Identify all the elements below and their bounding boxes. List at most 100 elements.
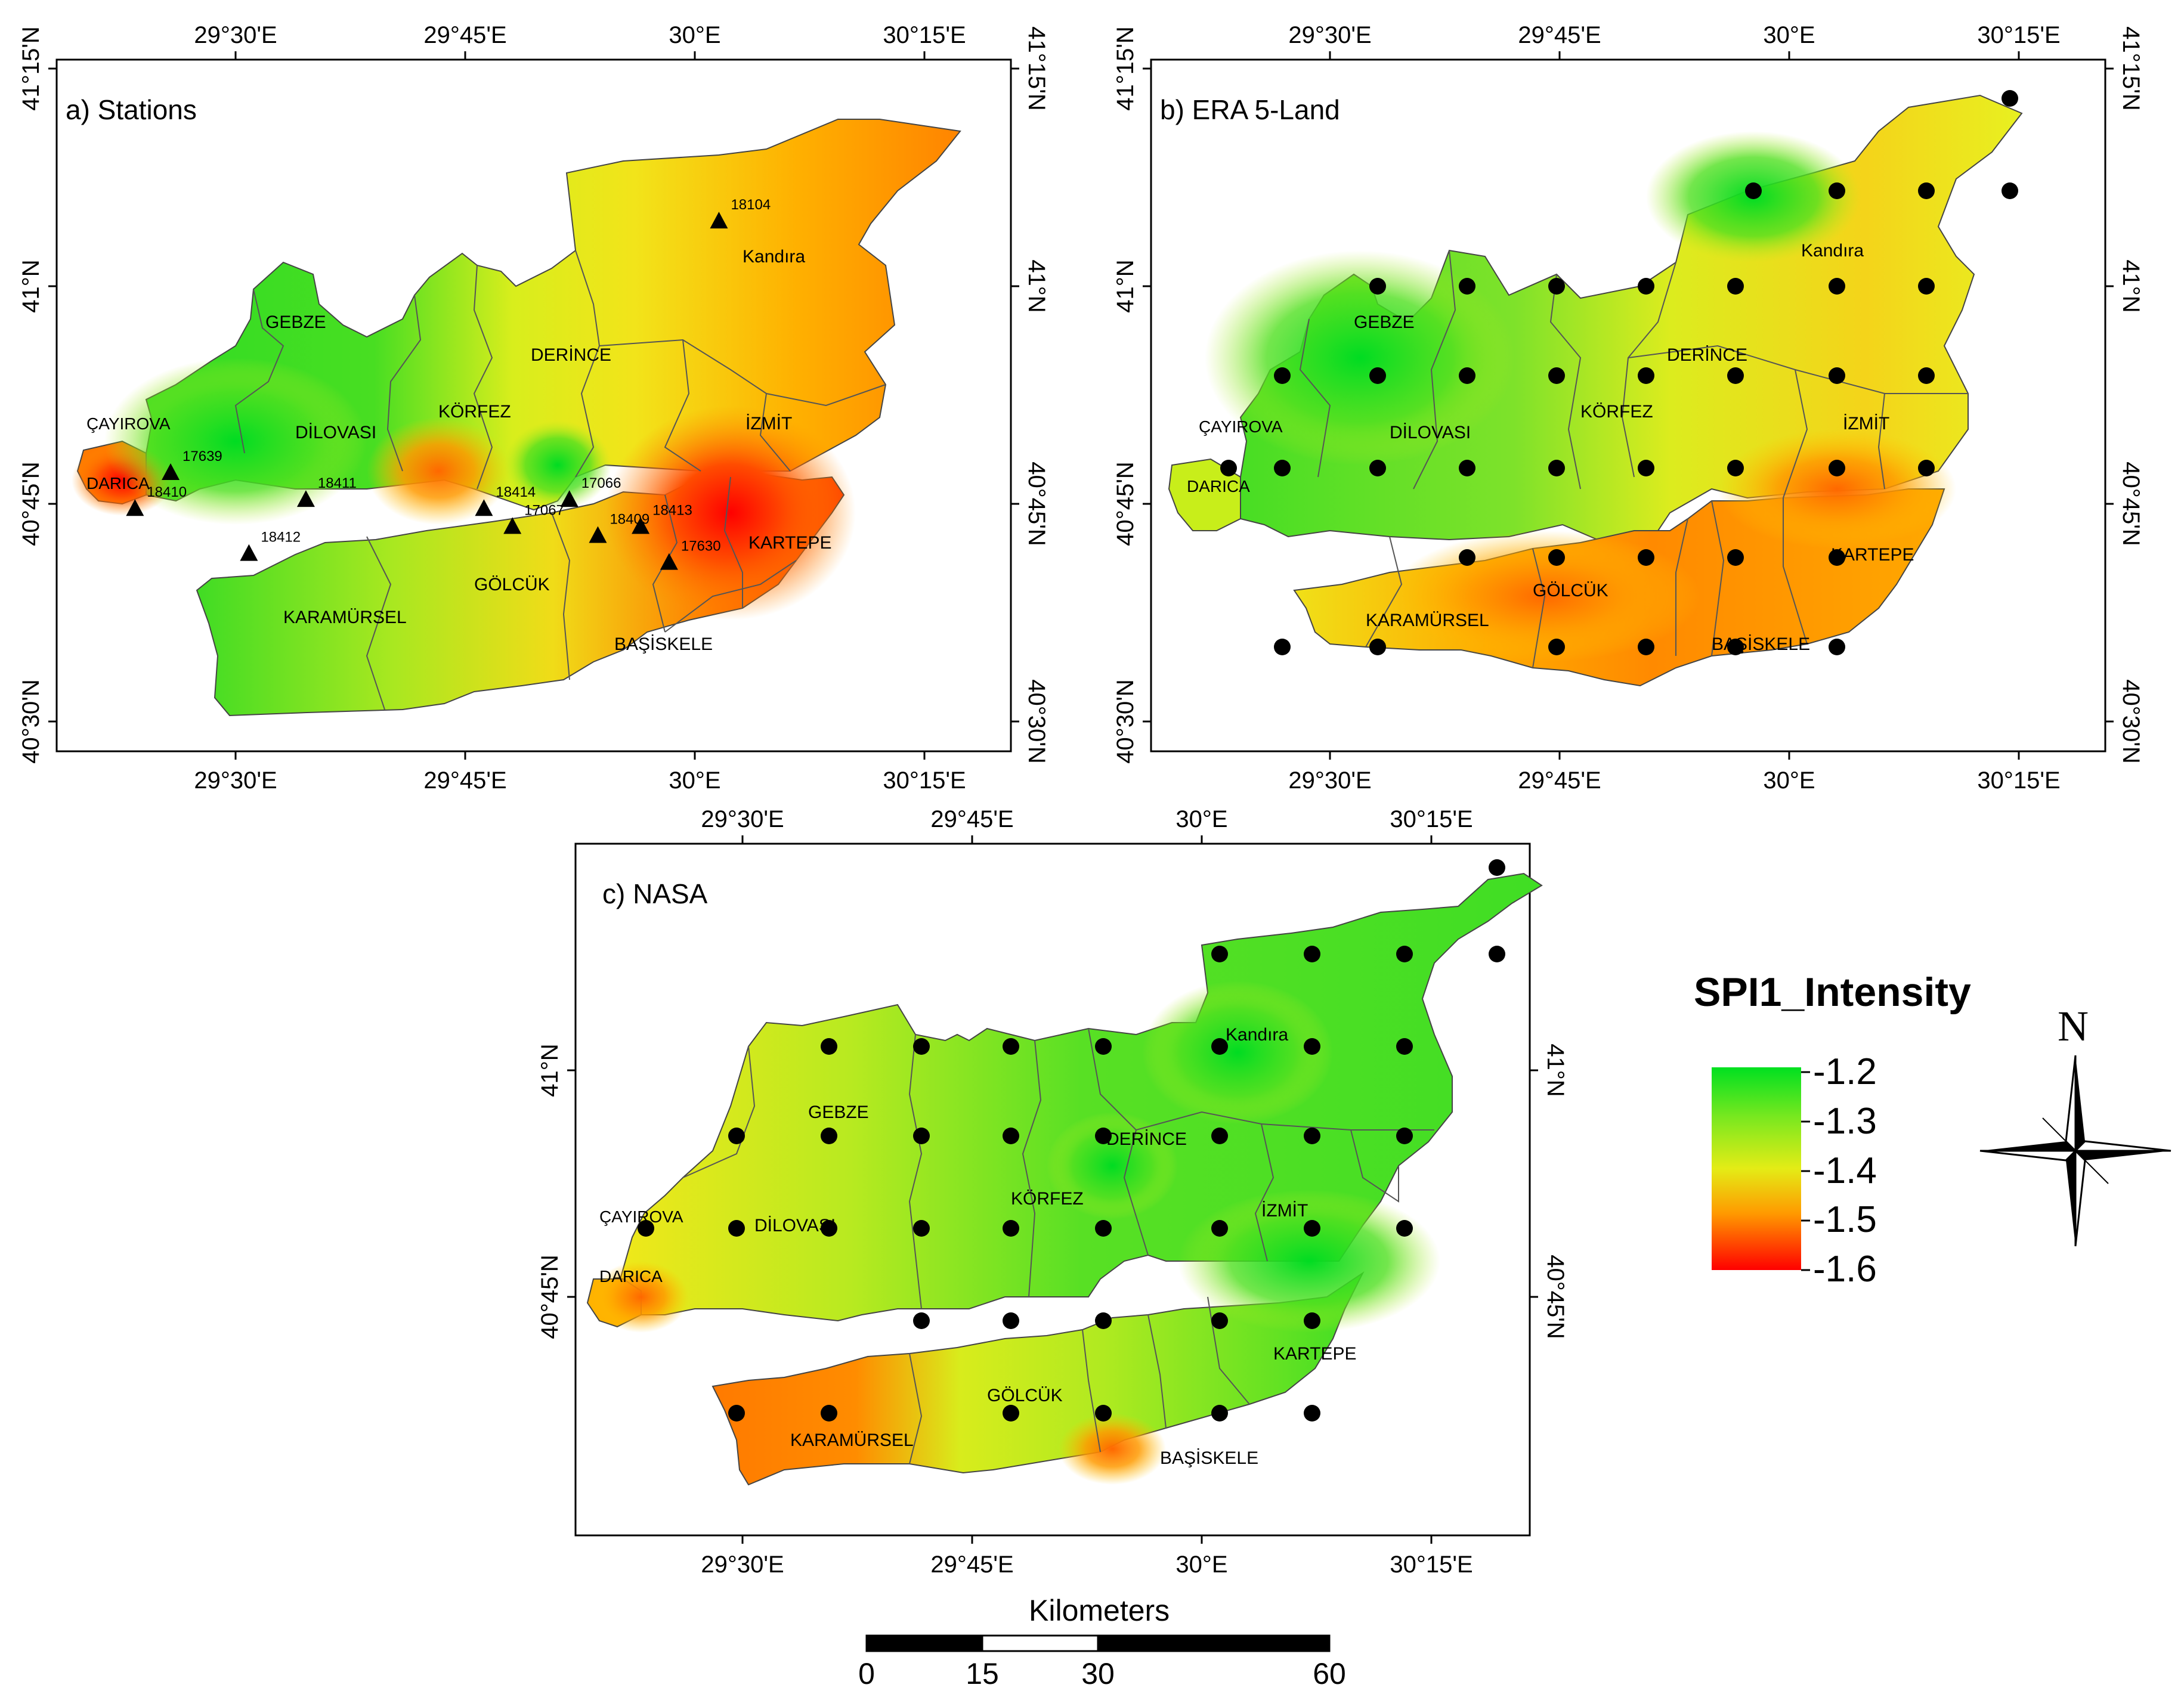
grid-point-marker xyxy=(1489,946,1505,962)
grid-point-marker xyxy=(1003,1128,1019,1144)
top-axis-label: 30°E xyxy=(1763,22,1815,48)
left-axis-label: 41°N xyxy=(537,1043,563,1097)
legend-label-2: -1.3 xyxy=(1813,1101,1877,1142)
district-label: DARICA xyxy=(1187,477,1250,495)
hot-spot-korfez xyxy=(367,417,510,525)
grid-point-marker xyxy=(1369,278,1386,295)
green-spot-derince xyxy=(1047,1112,1178,1219)
district-label: DİLOVASI xyxy=(295,423,376,442)
grid-point-marker xyxy=(1396,1038,1413,1055)
grid-point-marker xyxy=(1003,1038,1019,1055)
station-marker xyxy=(240,544,258,561)
grid-point-marker xyxy=(1211,1128,1228,1144)
grid-point-marker xyxy=(1095,1128,1112,1144)
grid-point-marker xyxy=(728,1128,745,1144)
grid-point-marker xyxy=(1548,639,1565,655)
panel-title: b) ERA 5-Land xyxy=(1160,94,1340,125)
right-axis-label: 41°15'N xyxy=(2118,26,2144,111)
grid-point-marker xyxy=(1638,639,1654,655)
grid-point-marker xyxy=(2002,182,2018,199)
grid-point-marker xyxy=(1727,639,1744,655)
grid-point-marker xyxy=(728,1405,745,1422)
grid-point-marker xyxy=(1548,278,1565,295)
grid-point-marker xyxy=(1489,859,1505,876)
green-spot-izmit xyxy=(1178,1190,1440,1333)
grid-point-marker xyxy=(1304,1038,1320,1055)
grid-point-marker xyxy=(1918,182,1935,199)
station-marker xyxy=(296,490,315,507)
legend-label-3: -1.4 xyxy=(1813,1150,1877,1191)
legend-label-4: -1.5 xyxy=(1813,1199,1877,1240)
grid-point-marker xyxy=(1459,278,1475,295)
grid-point-marker xyxy=(1369,367,1386,384)
district-label: DİLOVASI xyxy=(1390,423,1471,442)
green-spot-kandira xyxy=(1142,981,1333,1124)
station-label: 17630 xyxy=(681,538,721,555)
top-axis-label: 30°E xyxy=(669,22,720,48)
grid-point-marker xyxy=(821,1405,837,1422)
left-axis-label: 41°15'N xyxy=(1112,26,1139,111)
orange-spot-darica xyxy=(593,1261,689,1333)
south-landmass xyxy=(711,1271,1365,1486)
grid-points xyxy=(638,859,1505,1422)
left-axis-label: 40°45'N xyxy=(18,462,44,546)
district-boundaries xyxy=(682,1028,1434,1464)
left-axis-label: 40°45'N xyxy=(1112,462,1139,546)
bottom-axis-label: 30°E xyxy=(669,767,720,794)
district-label: KARAMÜRSEL xyxy=(790,1430,914,1450)
district-label: KÖRFEZ xyxy=(1011,1189,1084,1209)
station-label: 17066 xyxy=(581,475,621,491)
grid-point-marker xyxy=(1829,182,1845,199)
district-label: Kandıra xyxy=(743,247,805,267)
grid-point-marker xyxy=(1918,367,1935,384)
grid-point-marker xyxy=(1829,460,1845,476)
grid-point-marker xyxy=(1829,639,1845,655)
top-axis-label: 30°15'E xyxy=(1390,806,1473,832)
district-boundaries xyxy=(234,250,886,710)
district-label: DERİNCE xyxy=(1106,1129,1187,1149)
legend-label-5: -1.6 xyxy=(1813,1249,1877,1290)
district-label: BAŞİSKELE xyxy=(1160,1448,1258,1468)
left-axis-label: 41°15'N xyxy=(18,26,44,111)
grid-point-marker xyxy=(1304,1312,1320,1329)
axis-ticks: 29°30'E 29°45'E 30°E 30°15'E 29°30'E 29°45'E 3… xyxy=(1112,22,2144,794)
grid-point-marker xyxy=(1548,549,1565,566)
right-axis-label: 41°N xyxy=(1023,259,1050,312)
grid-point-marker xyxy=(1727,460,1744,476)
grid-point-marker xyxy=(821,1038,837,1055)
district-label: İZMİT xyxy=(1261,1201,1308,1221)
grid-points xyxy=(1220,90,2018,655)
station-marker xyxy=(162,463,180,480)
district-label: GEBZE xyxy=(808,1103,869,1122)
district-label: KARAMÜRSEL xyxy=(1366,611,1489,630)
right-axis-label: 40°45'N xyxy=(1023,462,1050,546)
district-label: ÇAYIROVA xyxy=(86,414,171,433)
district-label: KARAMÜRSEL xyxy=(283,608,407,627)
district-label: DERİNCE xyxy=(531,345,611,365)
scale-bar xyxy=(865,1634,1331,1652)
right-axis-label: 40°45'N xyxy=(2118,462,2144,546)
district-label: DARICA xyxy=(599,1267,663,1286)
grid-point-marker xyxy=(1095,1405,1112,1422)
orange-spot-izmit xyxy=(1718,429,1956,549)
grid-point-marker xyxy=(1304,1405,1320,1422)
grid-point-marker xyxy=(1274,460,1291,476)
grid-point-marker xyxy=(1459,549,1475,566)
station-marker xyxy=(660,553,678,570)
grid-point-marker xyxy=(1304,1128,1320,1144)
district-label: İZMİT xyxy=(1843,414,1889,433)
station-label: 17639 xyxy=(182,448,222,464)
grid-point-marker xyxy=(1304,1220,1320,1237)
district-label: ÇAYIROVA xyxy=(1199,417,1283,436)
bottom-axis-label: 29°30'E xyxy=(701,1551,784,1578)
stations: 18104 17639 18411 18414 17066 17067 18410 18412… xyxy=(126,197,771,570)
left-axis-label: 40°45'N xyxy=(537,1255,563,1339)
station-label: 18410 xyxy=(147,484,187,500)
legend-title: SPI1_Intensity xyxy=(1694,970,1971,1015)
grid-point-marker xyxy=(1274,367,1291,384)
grid-point-marker xyxy=(913,1038,930,1055)
station-marker xyxy=(475,499,493,516)
right-axis-label: 40°30'N xyxy=(1023,679,1050,764)
